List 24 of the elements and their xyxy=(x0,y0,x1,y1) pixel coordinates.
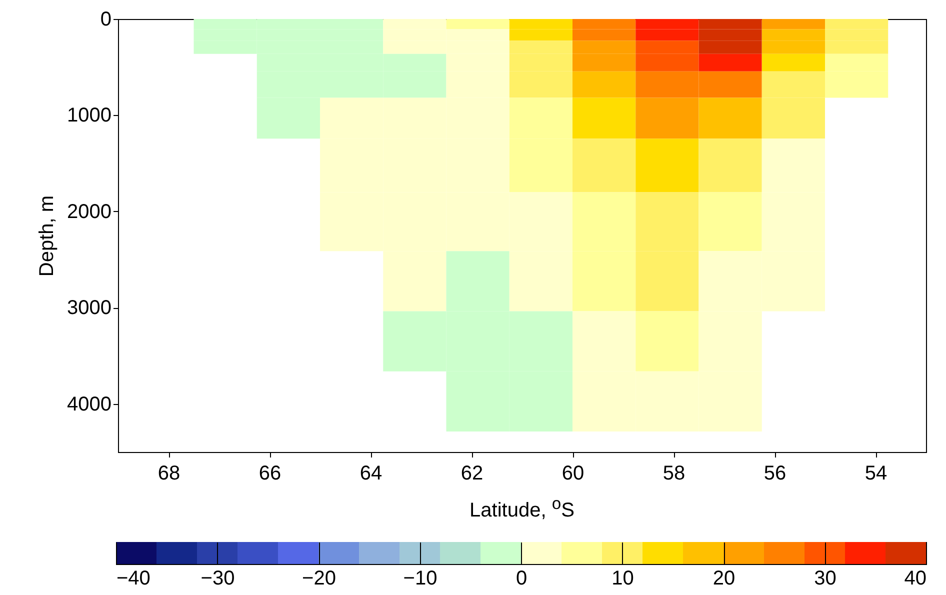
y-axis-title: Depth, m xyxy=(36,195,58,277)
y-tick-label: 2000 xyxy=(67,200,112,223)
color-bar-label: −40 xyxy=(116,568,150,590)
y-tick-label: 0 xyxy=(100,8,112,30)
color-bar-label: −30 xyxy=(200,568,235,590)
color-bar-label: 40 xyxy=(904,568,926,590)
y-tick-label: 3000 xyxy=(67,297,112,320)
color-bar-label: −20 xyxy=(302,568,336,590)
color-bar-label: −10 xyxy=(403,568,438,590)
y-tick-label: 4000 xyxy=(67,393,112,416)
color-bar-label: 10 xyxy=(612,568,634,590)
color-bar-label: 20 xyxy=(712,568,736,590)
x-tick-label: 58 xyxy=(662,462,686,484)
x-tick-label: 66 xyxy=(258,462,282,484)
y-tick-label: 1000 xyxy=(67,104,112,127)
color-bar-label: 30 xyxy=(814,568,836,590)
color-bar-label: 0 xyxy=(516,568,528,590)
x-tick-label: 62 xyxy=(460,462,484,484)
x-tick-label: 54 xyxy=(864,462,888,484)
x-tick-label: 60 xyxy=(562,462,584,484)
x-tick-label: 68 xyxy=(158,462,180,484)
x-axis-title: Latitude, $^{o}$S xyxy=(468,494,576,523)
x-tick-label: 56 xyxy=(764,462,786,484)
x-tick-label: 64 xyxy=(360,462,382,484)
